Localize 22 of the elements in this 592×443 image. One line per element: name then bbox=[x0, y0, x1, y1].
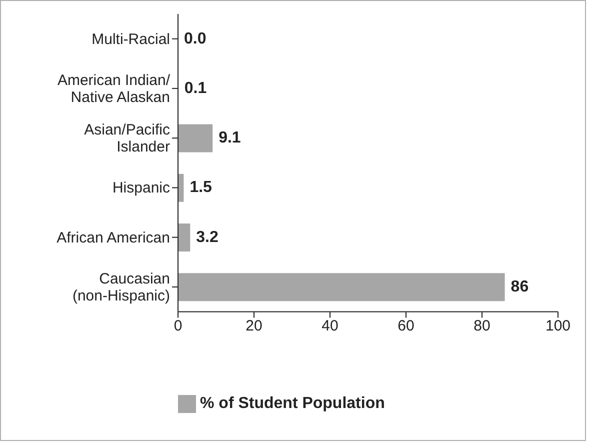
x-tick-label: 40 bbox=[322, 317, 338, 334]
text: 0.0 bbox=[184, 30, 206, 48]
y-tick-label: American Indian/ Native Alaskan bbox=[57, 71, 171, 106]
x-tick-label: 0 bbox=[174, 317, 182, 334]
legend-label: % of Student Population bbox=[200, 395, 385, 412]
bar bbox=[178, 124, 213, 152]
y-tick-label: Caucasian (non-Hispanic) bbox=[72, 270, 170, 304]
x-tick-label: 60 bbox=[398, 317, 414, 334]
y-tick-label: Hispanic bbox=[112, 179, 170, 196]
text: 0.1 bbox=[184, 80, 207, 97]
text: 86 bbox=[510, 278, 529, 296]
x-tick-label: 20 bbox=[246, 317, 262, 334]
bar bbox=[178, 273, 505, 302]
y-tick-label: African American bbox=[56, 228, 170, 246]
x-tick-label: 100 bbox=[545, 317, 571, 334]
x-tick-label: 80 bbox=[474, 317, 490, 334]
text: 3.2 bbox=[196, 228, 218, 246]
y-tick-label: Asian/Pacific Islander bbox=[84, 121, 170, 156]
y-tick-label: Multi-Racial bbox=[92, 30, 170, 48]
text: 9.1 bbox=[218, 130, 241, 147]
bar bbox=[178, 224, 190, 252]
text: 1.5 bbox=[190, 179, 212, 196]
